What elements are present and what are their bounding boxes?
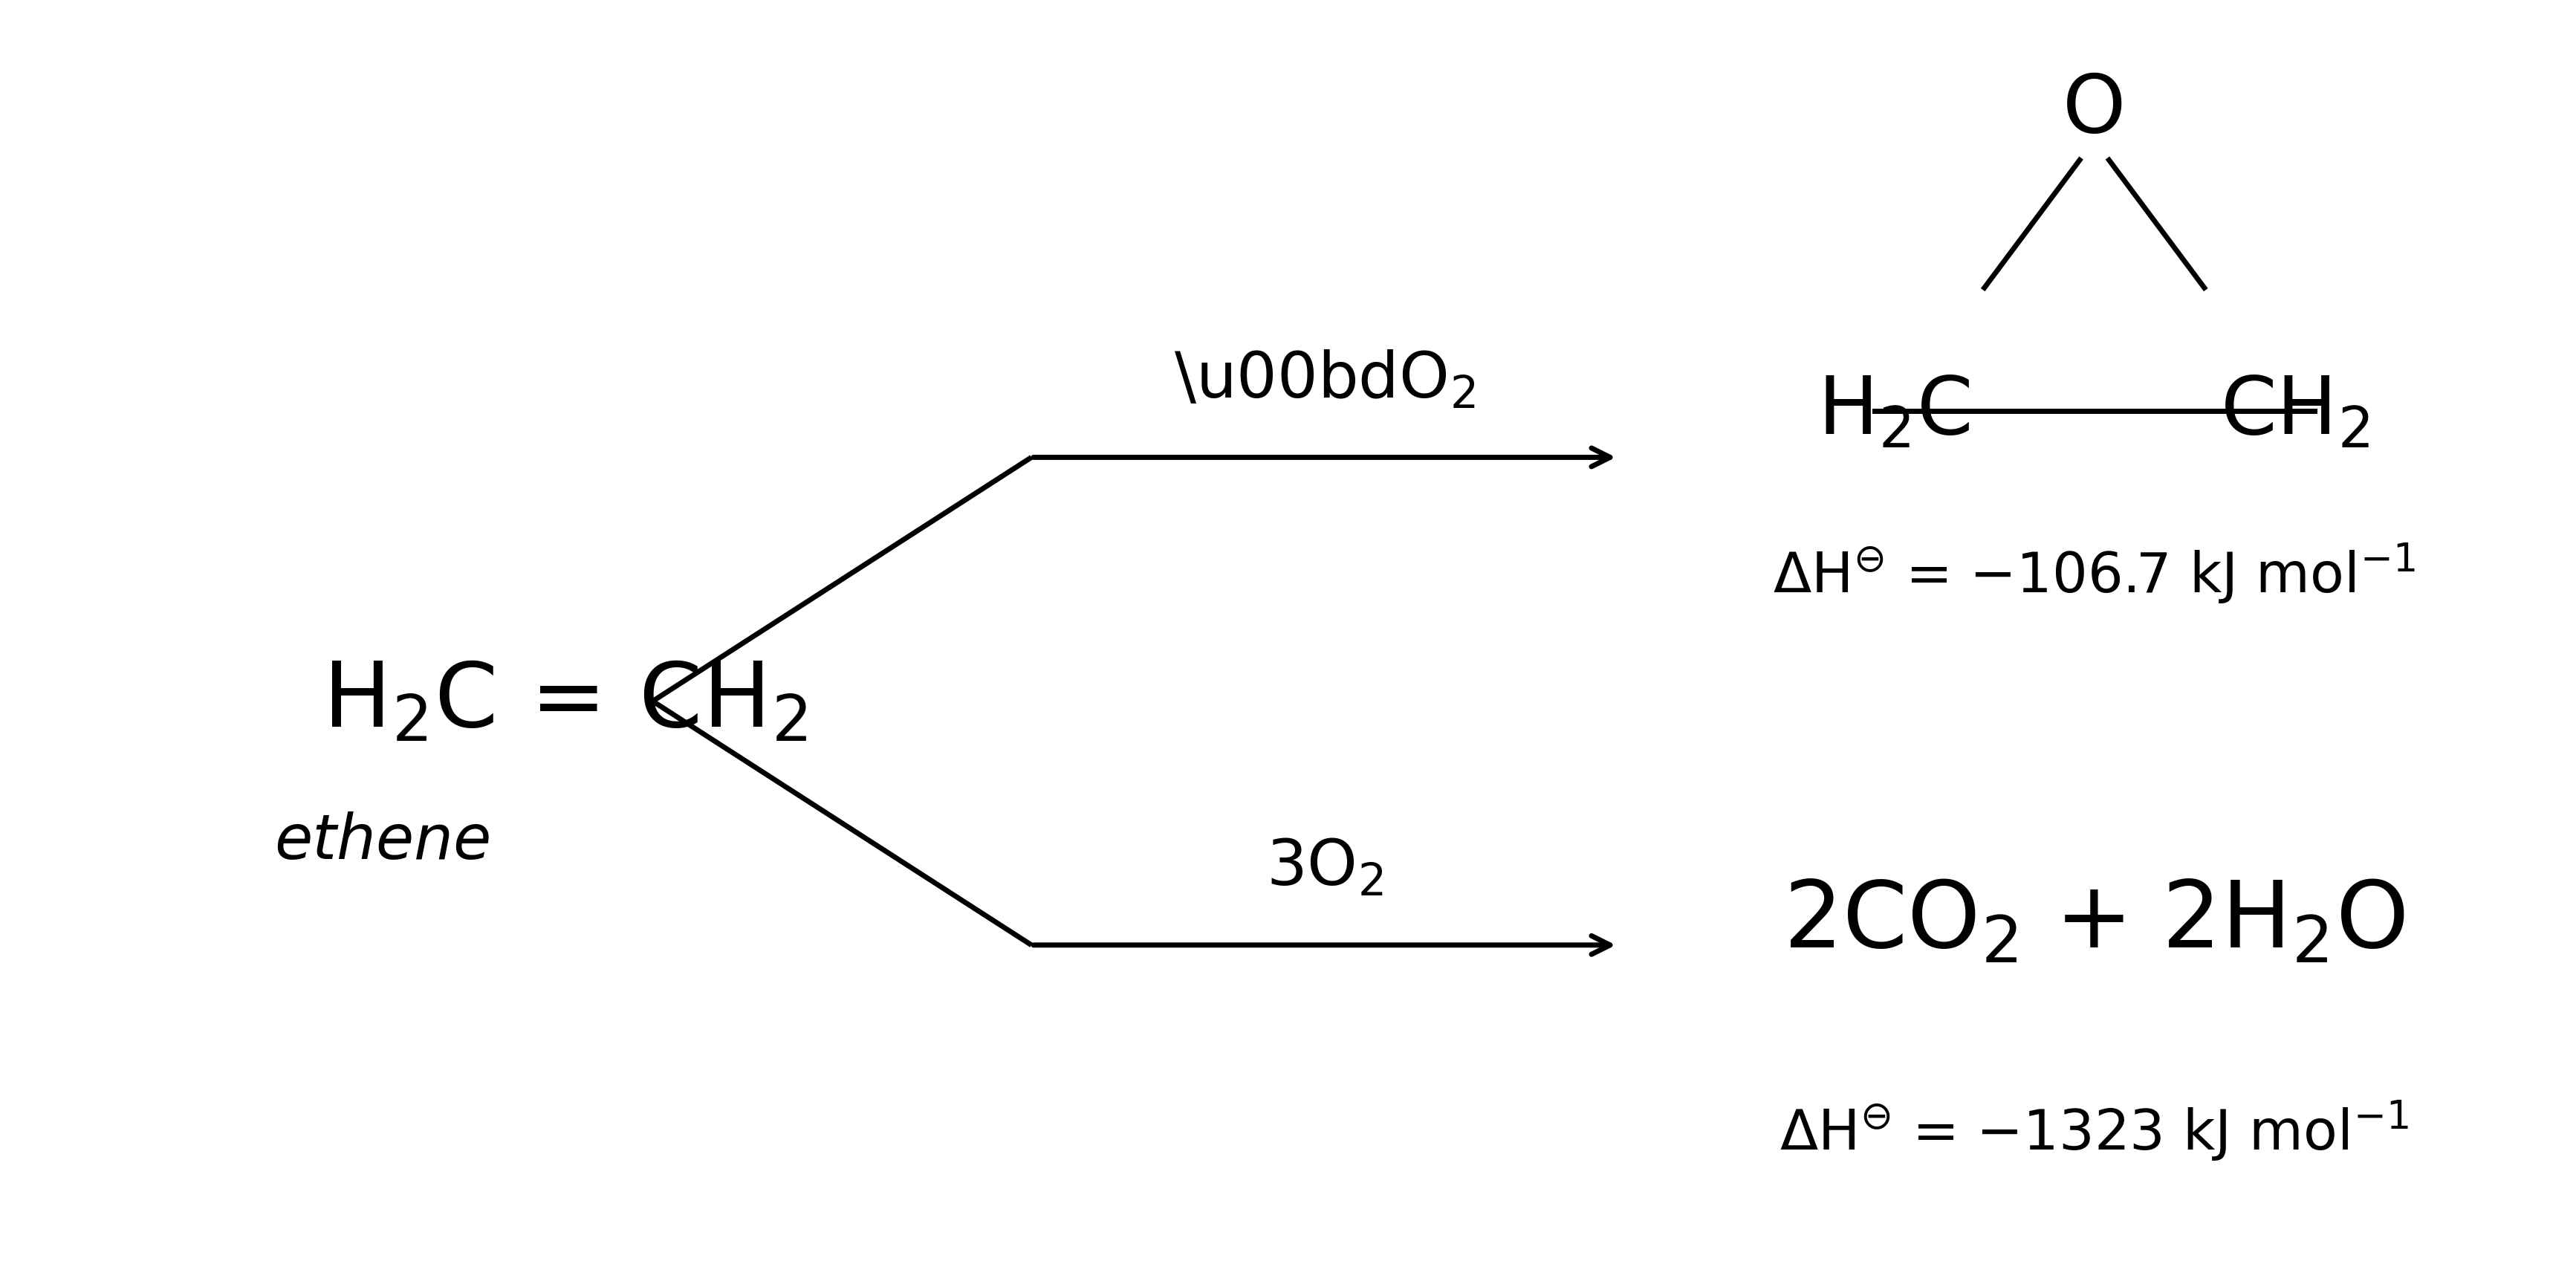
Text: $\Delta$H$^{\ominus}$ = $-$1323 kJ mol$^{-1}$: $\Delta$H$^{\ominus}$ = $-$1323 kJ mol$^… [1780,1099,2409,1163]
Text: 2CO$_2$ + 2H$_2$O: 2CO$_2$ + 2H$_2$O [1783,878,2406,967]
Text: \u00bdO$_2$: \u00bdO$_2$ [1175,350,1476,412]
Text: H$_2$C: H$_2$C [1819,372,1971,450]
Text: H$_2$C$\,{=}\,$CH$_2$: H$_2$C$\,{=}\,$CH$_2$ [322,658,806,745]
Text: ethene: ethene [273,811,492,871]
Text: CH$_2$: CH$_2$ [2221,372,2370,450]
Text: O: O [2063,71,2125,149]
Text: $\Delta$H$^{\ominus}$ = $-$106.7 kJ mol$^{-1}$: $\Delta$H$^{\ominus}$ = $-$106.7 kJ mol$… [1772,542,2416,606]
Text: 3O$_2$: 3O$_2$ [1265,838,1383,898]
